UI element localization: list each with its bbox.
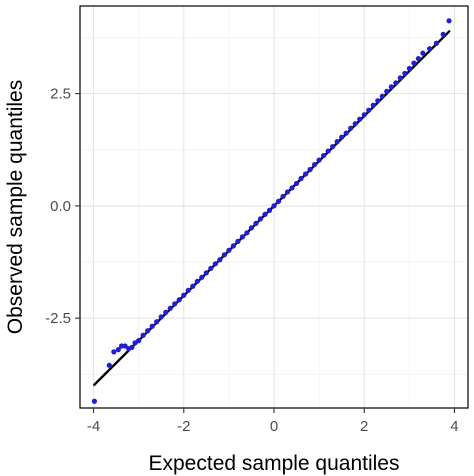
data-point — [226, 247, 232, 253]
data-point — [253, 220, 259, 226]
data-point — [312, 161, 318, 168]
data-point — [388, 84, 394, 90]
data-point — [115, 347, 121, 353]
x-tick-label: -2 — [177, 418, 190, 435]
data-point — [352, 121, 358, 127]
data-point — [298, 175, 304, 182]
data-point — [167, 305, 173, 311]
data-point — [149, 323, 155, 329]
data-point — [239, 234, 246, 240]
data-point — [185, 287, 191, 293]
data-point — [163, 309, 169, 315]
data-point — [284, 189, 291, 195]
y-tick-label: 2.5 — [50, 86, 71, 103]
data-point — [91, 398, 98, 404]
data-point — [334, 139, 340, 145]
data-point — [129, 344, 135, 350]
data-point — [289, 185, 295, 191]
data-point — [440, 31, 446, 37]
data-point — [158, 314, 164, 320]
data-point — [244, 230, 250, 236]
x-tick-label: 4 — [450, 418, 458, 435]
data-point — [280, 193, 286, 200]
data-point — [302, 171, 309, 177]
data-point — [199, 274, 205, 280]
data-point — [361, 112, 367, 118]
data-point — [235, 238, 241, 244]
data-point — [118, 343, 125, 349]
data-point — [122, 343, 128, 349]
data-point — [366, 107, 372, 113]
data-point — [293, 180, 300, 187]
data-point — [402, 70, 408, 76]
data-point — [203, 270, 209, 276]
x-axis-ticks: -4 -2 0 2 4 — [87, 408, 459, 435]
data-point — [415, 55, 421, 62]
data-point — [212, 261, 218, 267]
data-point — [248, 225, 255, 231]
data-point — [420, 50, 426, 56]
data-point — [140, 332, 146, 338]
data-point — [446, 18, 452, 24]
data-point — [316, 157, 322, 163]
data-point — [145, 328, 151, 334]
data-point — [393, 80, 399, 86]
data-point — [181, 292, 187, 298]
data-point — [379, 93, 385, 99]
x-tick-label: 2 — [360, 418, 368, 435]
data-point — [190, 283, 196, 289]
data-point — [433, 40, 440, 46]
data-point — [325, 148, 331, 154]
data-point — [271, 203, 277, 209]
data-point — [111, 349, 117, 355]
x-tick-label: -4 — [87, 418, 100, 435]
data-points — [91, 18, 452, 404]
data-point — [230, 243, 236, 249]
data-point — [370, 102, 376, 108]
data-point — [427, 46, 433, 52]
data-point — [411, 60, 417, 66]
data-point — [172, 301, 178, 307]
data-point — [343, 130, 349, 136]
data-point — [330, 143, 336, 150]
data-point — [217, 257, 223, 263]
data-point — [208, 265, 214, 271]
data-point — [176, 297, 182, 303]
data-point — [194, 278, 200, 284]
x-tick-label: 0 — [270, 418, 278, 435]
y-axis-ticks: -2.5 0.0 2.5 — [45, 86, 80, 327]
x-axis-title: Expected sample quantiles — [149, 452, 400, 475]
data-point — [406, 65, 412, 72]
y-axis-title: Observed sample quantiles — [4, 80, 27, 334]
data-point — [357, 116, 363, 122]
data-point — [339, 134, 345, 140]
y-tick-label: 0.0 — [50, 198, 71, 215]
data-point — [154, 319, 160, 325]
data-point — [262, 211, 268, 218]
data-point — [321, 152, 327, 159]
data-point — [375, 98, 381, 104]
data-point — [221, 252, 227, 258]
data-point — [348, 125, 354, 131]
data-point — [266, 207, 273, 213]
y-tick-label: -2.5 — [45, 310, 71, 327]
data-point — [307, 166, 313, 173]
data-point — [106, 362, 112, 368]
data-point — [136, 338, 142, 344]
data-point — [257, 216, 264, 222]
data-point — [397, 75, 403, 81]
data-point — [275, 198, 282, 204]
data-point — [384, 88, 390, 94]
